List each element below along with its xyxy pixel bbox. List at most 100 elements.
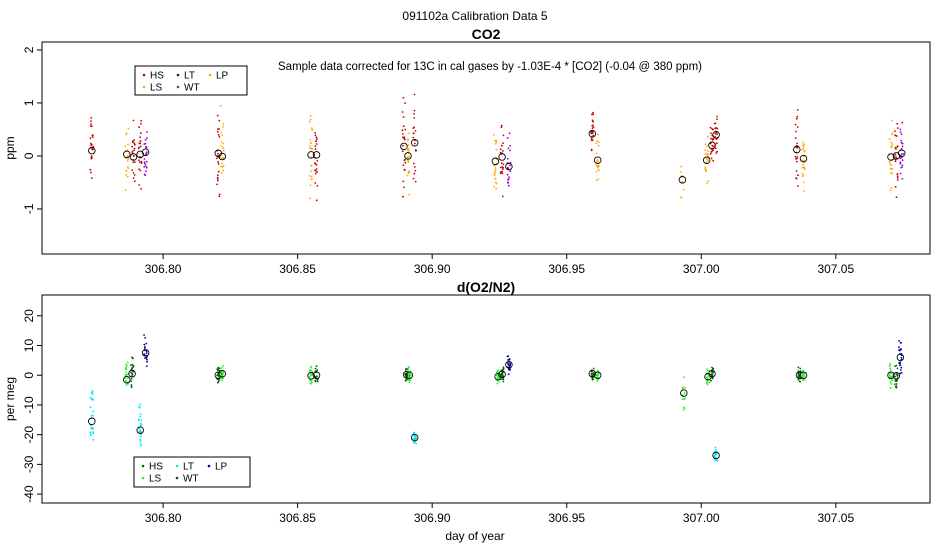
y-tick-label: -10 xyxy=(22,396,36,414)
y-tick-label: -30 xyxy=(22,455,36,473)
data-point xyxy=(218,119,221,122)
data-cluster xyxy=(494,369,502,385)
x-tick-label: 306.85 xyxy=(279,262,316,276)
data-point xyxy=(801,141,804,144)
data-point xyxy=(716,133,718,136)
data-point xyxy=(217,381,219,384)
data-point xyxy=(680,196,683,199)
data-point xyxy=(683,392,686,394)
data-point xyxy=(794,155,797,158)
data-point xyxy=(895,383,898,385)
data-point xyxy=(502,142,504,145)
co2-panel: CO2 ppm -1 0 1 2 306.80 306.85 306.90 306.95 307.0… xyxy=(3,26,931,276)
data-point xyxy=(138,427,140,430)
legend-label: WT xyxy=(183,474,199,485)
data-point xyxy=(127,143,129,146)
data-point xyxy=(797,372,800,375)
data-point xyxy=(495,187,498,190)
data-point xyxy=(894,375,896,378)
data-point xyxy=(90,414,93,417)
data-point xyxy=(401,150,404,153)
data-point xyxy=(705,157,708,160)
data-point xyxy=(218,136,221,138)
data-point xyxy=(705,376,708,379)
x-tick-label: 307.05 xyxy=(817,262,854,276)
data-point xyxy=(310,373,313,375)
data-point xyxy=(508,176,510,179)
data-point xyxy=(592,371,595,374)
data-point xyxy=(895,385,897,388)
data-point xyxy=(596,374,599,377)
data-point xyxy=(414,435,417,437)
data-point xyxy=(89,168,92,171)
data-point xyxy=(222,364,225,367)
data-point xyxy=(714,446,717,449)
legend-label: WT xyxy=(184,83,200,94)
data-point xyxy=(124,189,127,192)
data-point xyxy=(131,169,134,172)
data-point xyxy=(896,374,899,377)
data-point xyxy=(145,365,148,367)
data-point xyxy=(218,193,221,196)
data-point xyxy=(592,126,595,129)
data-point xyxy=(408,155,410,158)
data-point xyxy=(407,138,409,141)
data-point xyxy=(494,181,497,184)
x-tick-label: 307.00 xyxy=(683,511,720,525)
data-point xyxy=(889,369,892,371)
data-point xyxy=(901,164,904,167)
data-point xyxy=(144,357,147,359)
data-point xyxy=(895,156,897,159)
x-tick-label: 306.95 xyxy=(548,511,585,525)
data-point xyxy=(705,382,708,384)
data-point xyxy=(408,132,410,135)
data-point xyxy=(501,373,504,376)
data-point xyxy=(894,146,897,149)
data-point xyxy=(144,164,147,166)
plot-frame xyxy=(41,294,931,504)
data-point xyxy=(139,169,142,172)
data-point xyxy=(493,172,496,175)
data-point xyxy=(310,164,313,167)
mean-marker xyxy=(404,152,412,160)
data-point xyxy=(90,125,93,128)
data-point xyxy=(796,126,799,128)
data-point xyxy=(713,455,716,457)
data-point xyxy=(133,147,136,150)
data-point xyxy=(216,130,219,133)
data-cluster xyxy=(141,334,150,367)
data-point xyxy=(803,181,805,184)
data-point xyxy=(896,173,899,175)
data-point xyxy=(596,160,599,163)
data-point xyxy=(134,161,136,163)
data-point xyxy=(314,380,317,383)
data-point xyxy=(413,117,416,119)
data-point xyxy=(592,120,594,123)
data-point xyxy=(592,111,594,114)
data-point xyxy=(898,349,901,352)
data-point xyxy=(218,195,221,198)
data-cluster xyxy=(678,165,687,199)
data-point xyxy=(139,440,142,443)
data-point xyxy=(309,184,312,187)
data-cluster xyxy=(141,131,150,177)
data-point xyxy=(592,113,594,116)
data-point xyxy=(497,374,499,377)
data-cluster xyxy=(708,366,716,382)
data-point xyxy=(715,450,718,453)
data-point xyxy=(714,147,717,150)
data-point xyxy=(507,368,510,371)
data-point xyxy=(308,147,311,150)
data-point xyxy=(493,174,496,177)
data-point xyxy=(217,375,220,378)
mean-marker xyxy=(593,156,602,164)
data-point xyxy=(710,150,713,153)
data-cluster xyxy=(312,365,321,383)
data-point xyxy=(890,163,893,166)
data-point xyxy=(413,172,416,175)
data-point xyxy=(221,379,223,382)
mean-marker xyxy=(123,150,131,159)
data-point xyxy=(144,346,146,348)
data-point xyxy=(590,148,593,151)
data-point xyxy=(222,164,225,167)
